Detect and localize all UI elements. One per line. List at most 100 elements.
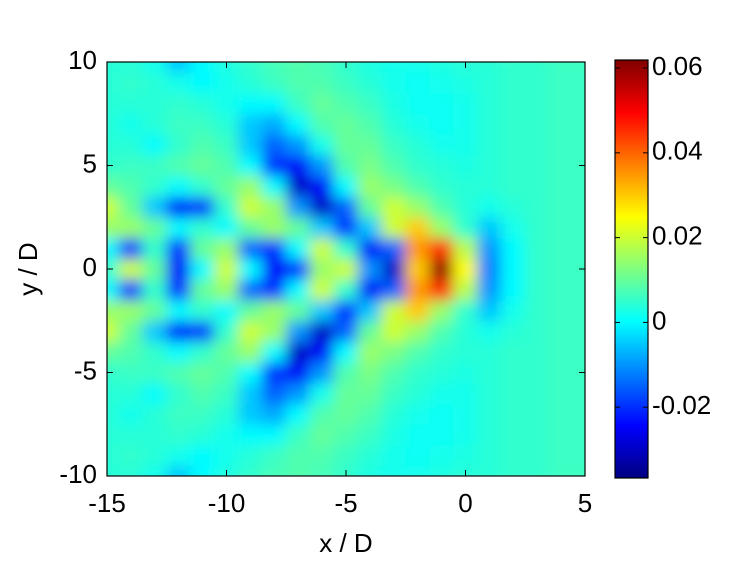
contour-cell — [309, 216, 335, 239]
contour-cell — [500, 71, 526, 94]
contour-cell — [190, 340, 216, 363]
contour-cell — [118, 444, 144, 467]
contour-cell — [237, 237, 263, 260]
contour-cell — [429, 92, 455, 115]
contour-cell — [285, 320, 311, 342]
contour-cell — [500, 258, 526, 280]
contour-cell — [142, 113, 168, 135]
contour-cell — [500, 175, 526, 198]
contour-cell — [142, 465, 168, 476]
contour-cell — [429, 71, 455, 94]
contour-cell — [285, 299, 311, 322]
contour-cell — [357, 444, 383, 467]
contour-cell — [285, 403, 311, 425]
y-tick-label: -10 — [59, 459, 97, 489]
contour-cell — [166, 237, 192, 260]
contour-cell — [237, 465, 263, 476]
contour-cell — [261, 92, 287, 115]
contour-cell — [500, 113, 526, 135]
contour-cell — [381, 216, 407, 239]
contour-cell — [548, 71, 574, 94]
contour-cell — [429, 175, 455, 198]
contour-cell — [405, 237, 431, 260]
contour-cell — [309, 133, 335, 156]
colorbar-tick-label: 0.06 — [652, 51, 703, 81]
contour-cell — [357, 299, 383, 322]
colorbar-tick-label: -0.02 — [652, 390, 711, 420]
contour-cell — [572, 113, 585, 135]
contour-cell — [142, 403, 168, 425]
contour-cell — [190, 216, 216, 239]
contour-cell — [357, 340, 383, 363]
contour-cell — [190, 196, 216, 218]
contour-cell — [333, 299, 359, 322]
contour-cell — [166, 465, 192, 476]
contour-cell — [118, 71, 144, 94]
x-tick-label: 5 — [578, 488, 592, 518]
contour-cell — [118, 299, 144, 322]
contour-cell — [548, 340, 574, 363]
y-tick-label: 0 — [83, 252, 97, 282]
contour-cell — [524, 133, 550, 156]
contour-cell — [285, 154, 311, 177]
contour-cell — [107, 216, 120, 239]
contour-cell — [285, 258, 311, 280]
contour-cell — [500, 299, 526, 322]
contour-cell — [476, 320, 502, 342]
contour-cell — [142, 237, 168, 260]
contour-cell — [190, 403, 216, 425]
contour-cell — [381, 71, 407, 94]
contour-cell — [118, 196, 144, 218]
contour-cell — [333, 92, 359, 115]
contour-cell — [476, 444, 502, 467]
contour-cell — [333, 320, 359, 342]
contour-cell — [572, 92, 585, 115]
contour-cell — [500, 444, 526, 467]
y-tick-label: 10 — [68, 45, 97, 75]
y-tick-label: 5 — [83, 148, 97, 178]
contour-cell — [166, 423, 192, 446]
contour-cell — [166, 444, 192, 467]
contour-cell — [476, 133, 502, 156]
contour-cell — [500, 340, 526, 363]
contour-cell — [309, 278, 335, 301]
contour-cell — [548, 278, 574, 301]
contour-cell — [237, 320, 263, 342]
contour-cell — [142, 361, 168, 384]
contour-cell — [572, 175, 585, 198]
contour-cell — [285, 62, 311, 73]
contour-cell — [261, 62, 287, 73]
contour-cell — [476, 340, 502, 363]
contour-cell — [107, 340, 120, 363]
contour-cell — [405, 278, 431, 301]
contour-cell — [548, 444, 574, 467]
contour-cell — [333, 340, 359, 363]
contour-cell — [548, 196, 574, 218]
contour-cell — [166, 92, 192, 115]
contour-cell — [107, 62, 120, 73]
contour-cell — [118, 92, 144, 115]
contour-cell — [237, 258, 263, 280]
contour-cell — [500, 196, 526, 218]
contour-cell — [333, 444, 359, 467]
contour-cell — [237, 361, 263, 384]
contour-cell — [118, 113, 144, 135]
contour-cell — [572, 154, 585, 177]
contour-cell — [285, 340, 311, 363]
contour-cell — [261, 320, 287, 342]
contour-cell — [333, 237, 359, 260]
contour-cell — [261, 216, 287, 239]
contour-cell — [453, 133, 478, 156]
contour-cell — [548, 299, 574, 322]
contour-cell — [309, 196, 335, 218]
contour-cell — [405, 403, 431, 425]
contour-cell — [476, 175, 502, 198]
contour-cell — [381, 175, 407, 198]
contour-cell — [572, 403, 585, 425]
contour-cell — [429, 278, 455, 301]
contour-cell — [214, 299, 239, 322]
contour-cell — [107, 133, 120, 156]
contour-cell — [548, 175, 574, 198]
contour-cell — [405, 423, 431, 446]
contour-cell — [405, 216, 431, 239]
